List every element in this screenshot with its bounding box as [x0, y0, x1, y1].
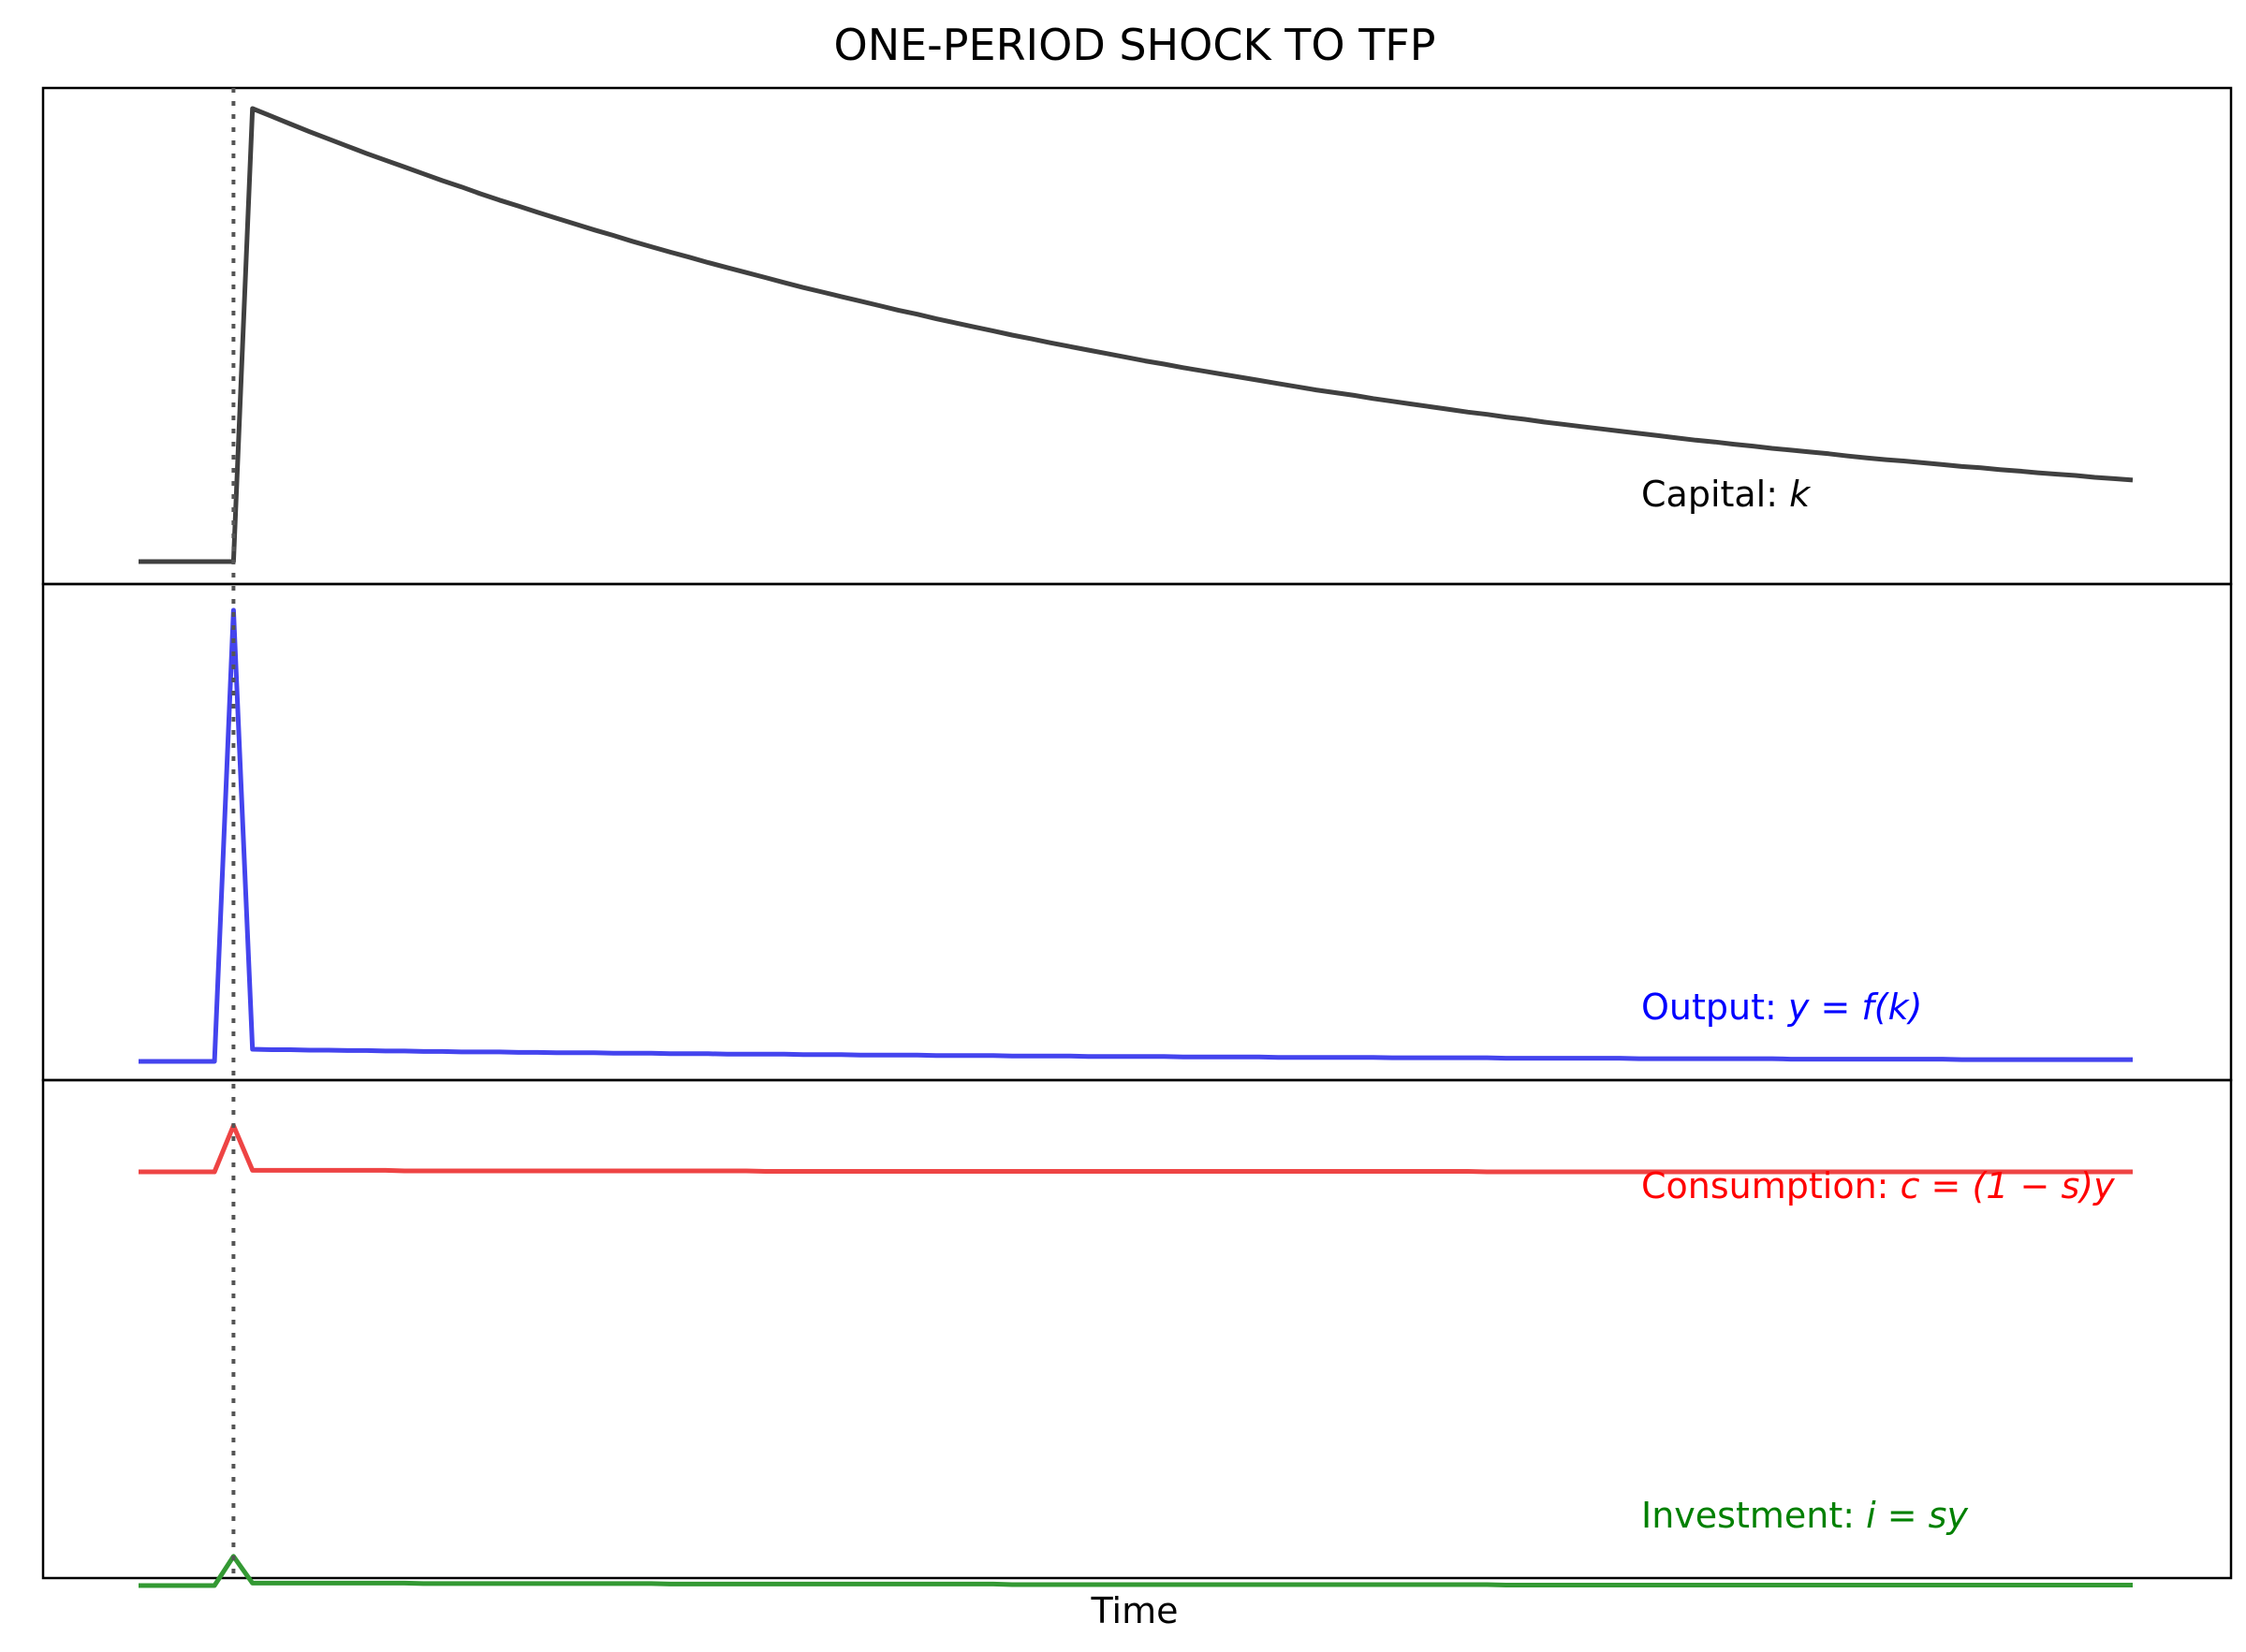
- output-label-text: Output:: [1641, 987, 1788, 1028]
- investment-label-text: Investment:: [1641, 1495, 1866, 1536]
- panel-consumption-investment: Consumption: c = (1 − s)y Investment: i …: [41, 1078, 2233, 1588]
- panel-capital-frame: [41, 86, 2233, 586]
- investment-label-math: i = sy: [1866, 1495, 1968, 1536]
- panel-output: Output: y = f(k): [41, 582, 2233, 1082]
- series-line-0-0: [139, 106, 2134, 564]
- consumption-label: Consumption: c = (1 − s)y: [1641, 1165, 2115, 1206]
- chart-title: ONE-PERIOD SHOCK TO TFP: [834, 20, 1436, 70]
- x-axis-label: Time: [1091, 1590, 1179, 1631]
- investment-label: Investment: i = sy: [1641, 1495, 1968, 1536]
- output-series: [139, 607, 2133, 1064]
- consumption-label-text: Consumption:: [1641, 1165, 1901, 1206]
- capital-series: [139, 106, 2134, 564]
- series-line-1-0: [139, 607, 2133, 1064]
- capital-label-text: Capital:: [1641, 474, 1789, 515]
- output-label: Output: y = f(k): [1641, 987, 1922, 1028]
- series-line-2-1: [139, 1554, 2133, 1588]
- output-label-math: y = f(k): [1787, 987, 1923, 1028]
- panel-capital: Capital: k: [41, 86, 2233, 586]
- capital-label: Capital: k: [1641, 474, 1812, 515]
- panel-ci-frame: [41, 1078, 2233, 1580]
- consumption-investment-series: [139, 1123, 2133, 1588]
- consumption-label-math: c = (1 − s)y: [1901, 1165, 2116, 1206]
- series-line-2-0: [139, 1123, 2133, 1175]
- capital-label-math: k: [1789, 474, 1812, 515]
